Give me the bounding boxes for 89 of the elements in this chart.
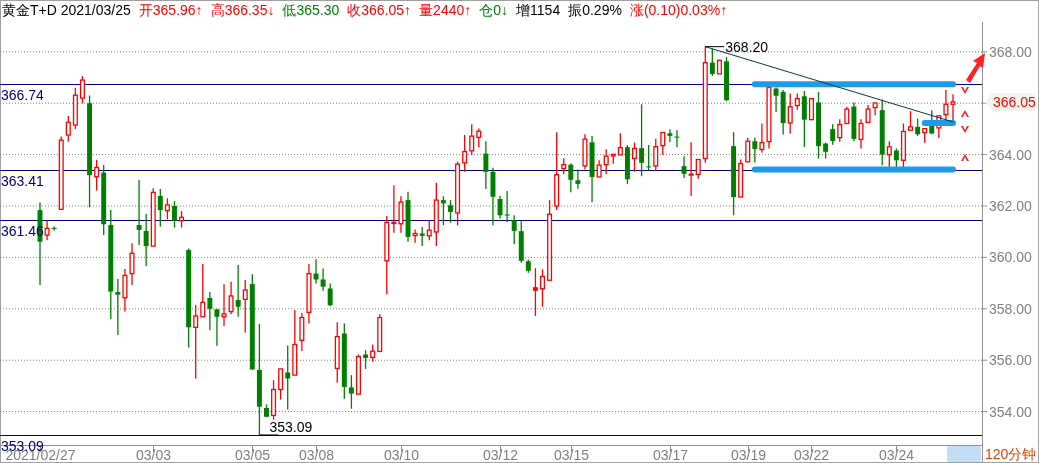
text: 低365.30 [282,2,340,18]
x-tick-label: 03/22 [793,447,830,463]
candlestick [568,162,574,193]
text: 开365.96↑ [138,2,203,18]
candlestick [893,147,899,168]
y-tick-label: 354.00 [989,403,1033,420]
annotation: 368.20 [725,38,769,55]
candlestick [681,155,687,179]
x-tick-label: 03/12 [482,447,519,463]
candlestick [766,86,772,150]
text: 仓0↓ [479,2,509,18]
ref-line-label: 363.41 [1,172,45,189]
text: 收366.05↑ [347,2,412,18]
candlestick [865,104,871,124]
candlestick [122,268,128,313]
candlestick [872,102,878,116]
text: 高366.35↓ [210,2,275,18]
candlestick [709,47,715,77]
candlestick [667,128,673,143]
ref-line-label: 366.74 [1,86,45,103]
x-tick-label: 03/05 [234,447,271,463]
y-tick-label: 368.00 [989,43,1033,60]
candlestick [752,136,758,164]
x-tick-label: 03/19 [730,447,767,463]
candlestick [143,213,149,267]
candlestick [292,309,298,376]
x-tick-label: 03/03 [135,447,172,463]
candlestick [688,141,694,197]
text: 涨(0.10)0.03%↑ [629,2,728,18]
candlestick [157,188,163,228]
candlestick [504,190,510,223]
candlestick [313,258,319,285]
candlestick [596,159,602,178]
candlestick [327,282,333,307]
candlestick [200,263,206,318]
candlestick [398,195,404,234]
candlestick [348,374,354,410]
x-tick-label: 03/24 [878,447,915,463]
candlestick [716,59,722,75]
candlestick [497,195,503,220]
candlestick [172,200,177,229]
candlestick [639,103,645,177]
candlestick [674,129,680,148]
candlestick [950,93,956,122]
candlestick [511,214,517,245]
candlestick [221,283,227,327]
candlestick [943,89,949,121]
candlestick [320,267,326,292]
y-tick-label: 360.00 [989,249,1033,266]
candlestick [115,278,121,336]
x-tick-label: 03/17 [652,447,689,463]
candlestick [801,90,807,148]
candlestick [235,264,241,318]
candlestick [391,184,397,234]
candlestick [412,228,418,244]
text: 量2440↑ [419,2,472,18]
y-tick-label: 364.00 [989,146,1033,163]
y-tick-label: 362.00 [989,198,1033,214]
chart-title: 黄金T+D 2021/03/25 [2,2,132,18]
candlestick [646,144,652,171]
candlestick [759,122,765,154]
annotation: 353.09 [269,418,313,435]
candlestick [483,140,489,190]
candlestick [228,281,234,315]
candlestick [207,291,213,331]
candlestick [129,242,135,286]
candlestick [44,219,50,241]
x-tick-label: 03/10 [383,447,420,463]
x-tick-label: 03/15 [553,447,590,463]
candlestick [136,179,142,246]
text: 366.05 [993,93,1037,110]
y-tick-label: 356.00 [989,352,1033,369]
candlestick [808,97,814,121]
x-tick-label: 03/08 [298,447,335,463]
candlestick [532,267,538,317]
candlestick [858,118,864,150]
candlestick [448,199,453,224]
y-tick-label: 358.00 [989,300,1033,317]
text: 120分钟 [985,446,1037,462]
candlestick [306,263,312,325]
candlestick [299,312,305,352]
candlestick [214,308,220,347]
candlestick [830,123,836,146]
candlestick [419,226,425,247]
candlestick [575,168,581,190]
candlestick [773,86,779,113]
candlestick [582,133,588,171]
text: 增1154 [515,2,561,18]
text: 振0.29% [568,2,622,18]
